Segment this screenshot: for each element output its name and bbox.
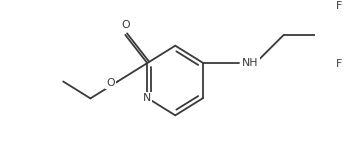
Text: F: F [348,30,350,40]
Text: O: O [121,20,130,30]
Text: N: N [143,93,152,103]
Text: O: O [106,78,115,88]
Text: F: F [336,1,342,11]
Text: NH: NH [242,58,258,68]
Text: F: F [336,59,342,69]
